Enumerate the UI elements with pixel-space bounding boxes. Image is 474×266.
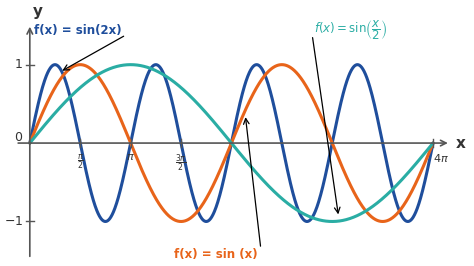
Text: $1$: $1$ (14, 58, 23, 71)
Text: $-1$: $-1$ (3, 215, 23, 228)
Text: y: y (33, 4, 43, 19)
Text: x: x (456, 136, 466, 151)
Text: f(x) = sin (x): f(x) = sin (x) (174, 248, 258, 261)
Text: $\frac{3\pi}{2}$: $\frac{3\pi}{2}$ (175, 152, 187, 174)
Text: $0$: $0$ (14, 131, 23, 144)
Text: $f(x) = \sin\!\left(\dfrac{x}{2}\right)$: $f(x) = \sin\!\left(\dfrac{x}{2}\right)$ (314, 18, 387, 42)
Text: f(x) = sin(2x): f(x) = sin(2x) (34, 24, 122, 37)
Text: $\frac{\pi}{2}$: $\frac{\pi}{2}$ (77, 152, 84, 171)
Text: $\pi$: $\pi$ (126, 152, 135, 163)
Text: $4\pi$: $4\pi$ (433, 152, 449, 164)
